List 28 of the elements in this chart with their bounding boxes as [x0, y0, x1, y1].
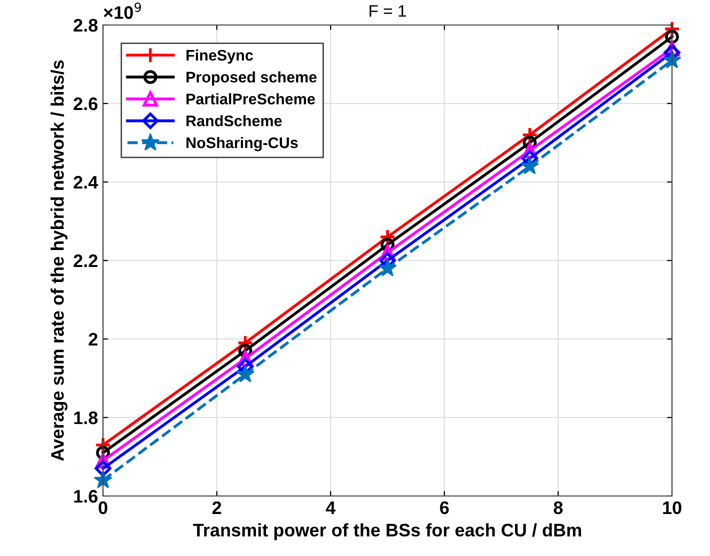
y-tick-label: 2.4 [74, 176, 98, 189]
y-tick-label: 1.6 [74, 490, 98, 503]
chart-title: F = 1 [370, 5, 406, 17]
legend-label: FineSync [186, 49, 253, 64]
y-tick-label: 2 [88, 332, 98, 346]
y-tick-label: 2.8 [74, 18, 98, 32]
x-tick-label: 6 [440, 501, 449, 514]
x-tick-label: 8 [554, 501, 563, 514]
point [664, 20, 680, 38]
y-tick-label: 2.6 [74, 97, 98, 110]
y-tick-label: 2.2 [74, 254, 98, 268]
legend-label: RandScheme [186, 115, 282, 126]
x-tick-label: 2 [212, 501, 222, 514]
x-tick-label: 4 [326, 502, 336, 514]
y-tick-label: 1.8 [74, 411, 98, 424]
point [520, 156, 540, 174]
legend-label: PartialPreScheme [186, 93, 315, 104]
legend-label: NoSharing-CUs [186, 136, 298, 152]
text: ×10$^{9}$ [104, 2, 141, 19]
point [378, 258, 397, 276]
point [236, 364, 255, 382]
y-axis-title: Average sum rate of the hybrid network / bits/s [50, 60, 68, 461]
legend-label: Proposed scheme [186, 71, 317, 86]
x-axis-title: Transmit power of the BSs for each CU / dBm [193, 523, 582, 540]
x-tick-label: 10 [663, 501, 682, 514]
point [94, 460, 112, 477]
x-tick-label: 0 [98, 501, 108, 514]
point [665, 30, 679, 44]
